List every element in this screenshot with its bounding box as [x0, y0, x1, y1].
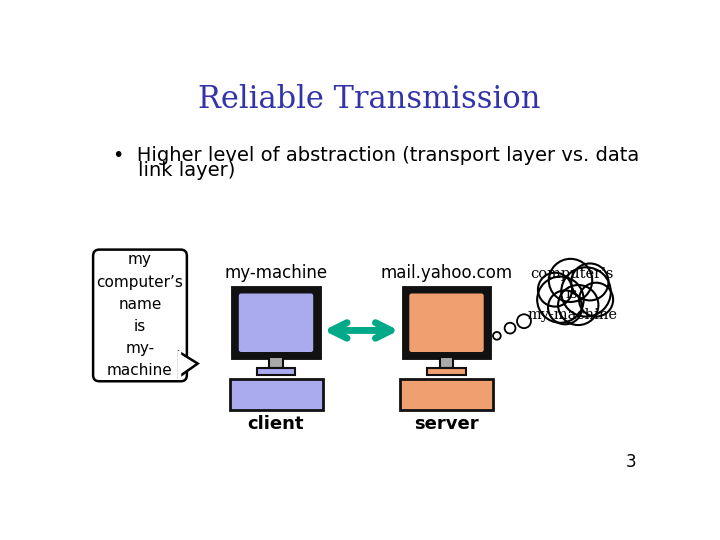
Text: 3: 3 — [626, 454, 636, 471]
Circle shape — [579, 283, 613, 316]
Bar — [230, 379, 323, 410]
Text: my-machine: my-machine — [225, 264, 328, 282]
Circle shape — [548, 291, 582, 325]
FancyBboxPatch shape — [409, 294, 484, 352]
Text: computer’s
is
my-machine: computer’s is my-machine — [527, 267, 617, 322]
Bar — [404, 288, 489, 357]
Circle shape — [538, 273, 572, 307]
Circle shape — [493, 332, 500, 340]
Text: mail.yahoo.com: mail.yahoo.com — [380, 264, 513, 282]
Text: Reliable Transmission: Reliable Transmission — [198, 84, 540, 115]
Bar — [427, 368, 466, 375]
Circle shape — [549, 259, 593, 302]
FancyBboxPatch shape — [93, 249, 187, 381]
Circle shape — [558, 285, 598, 325]
Circle shape — [505, 323, 516, 334]
Bar — [400, 379, 493, 410]
Circle shape — [537, 276, 584, 323]
Text: •  Higher level of abstraction (transport layer vs. data: • Higher level of abstraction (transport… — [113, 146, 639, 165]
FancyBboxPatch shape — [239, 294, 313, 352]
Polygon shape — [179, 352, 198, 377]
Bar — [256, 368, 295, 375]
Text: server: server — [414, 415, 479, 433]
Bar — [439, 357, 454, 368]
Text: client: client — [248, 415, 305, 433]
Text: link layer): link layer) — [113, 161, 235, 180]
Text: my
computer’s
name
is
my-
machine: my computer’s name is my- machine — [96, 252, 184, 379]
Circle shape — [571, 264, 608, 300]
Bar — [233, 288, 319, 357]
Circle shape — [517, 314, 531, 328]
Circle shape — [561, 267, 611, 316]
Bar — [269, 357, 283, 368]
